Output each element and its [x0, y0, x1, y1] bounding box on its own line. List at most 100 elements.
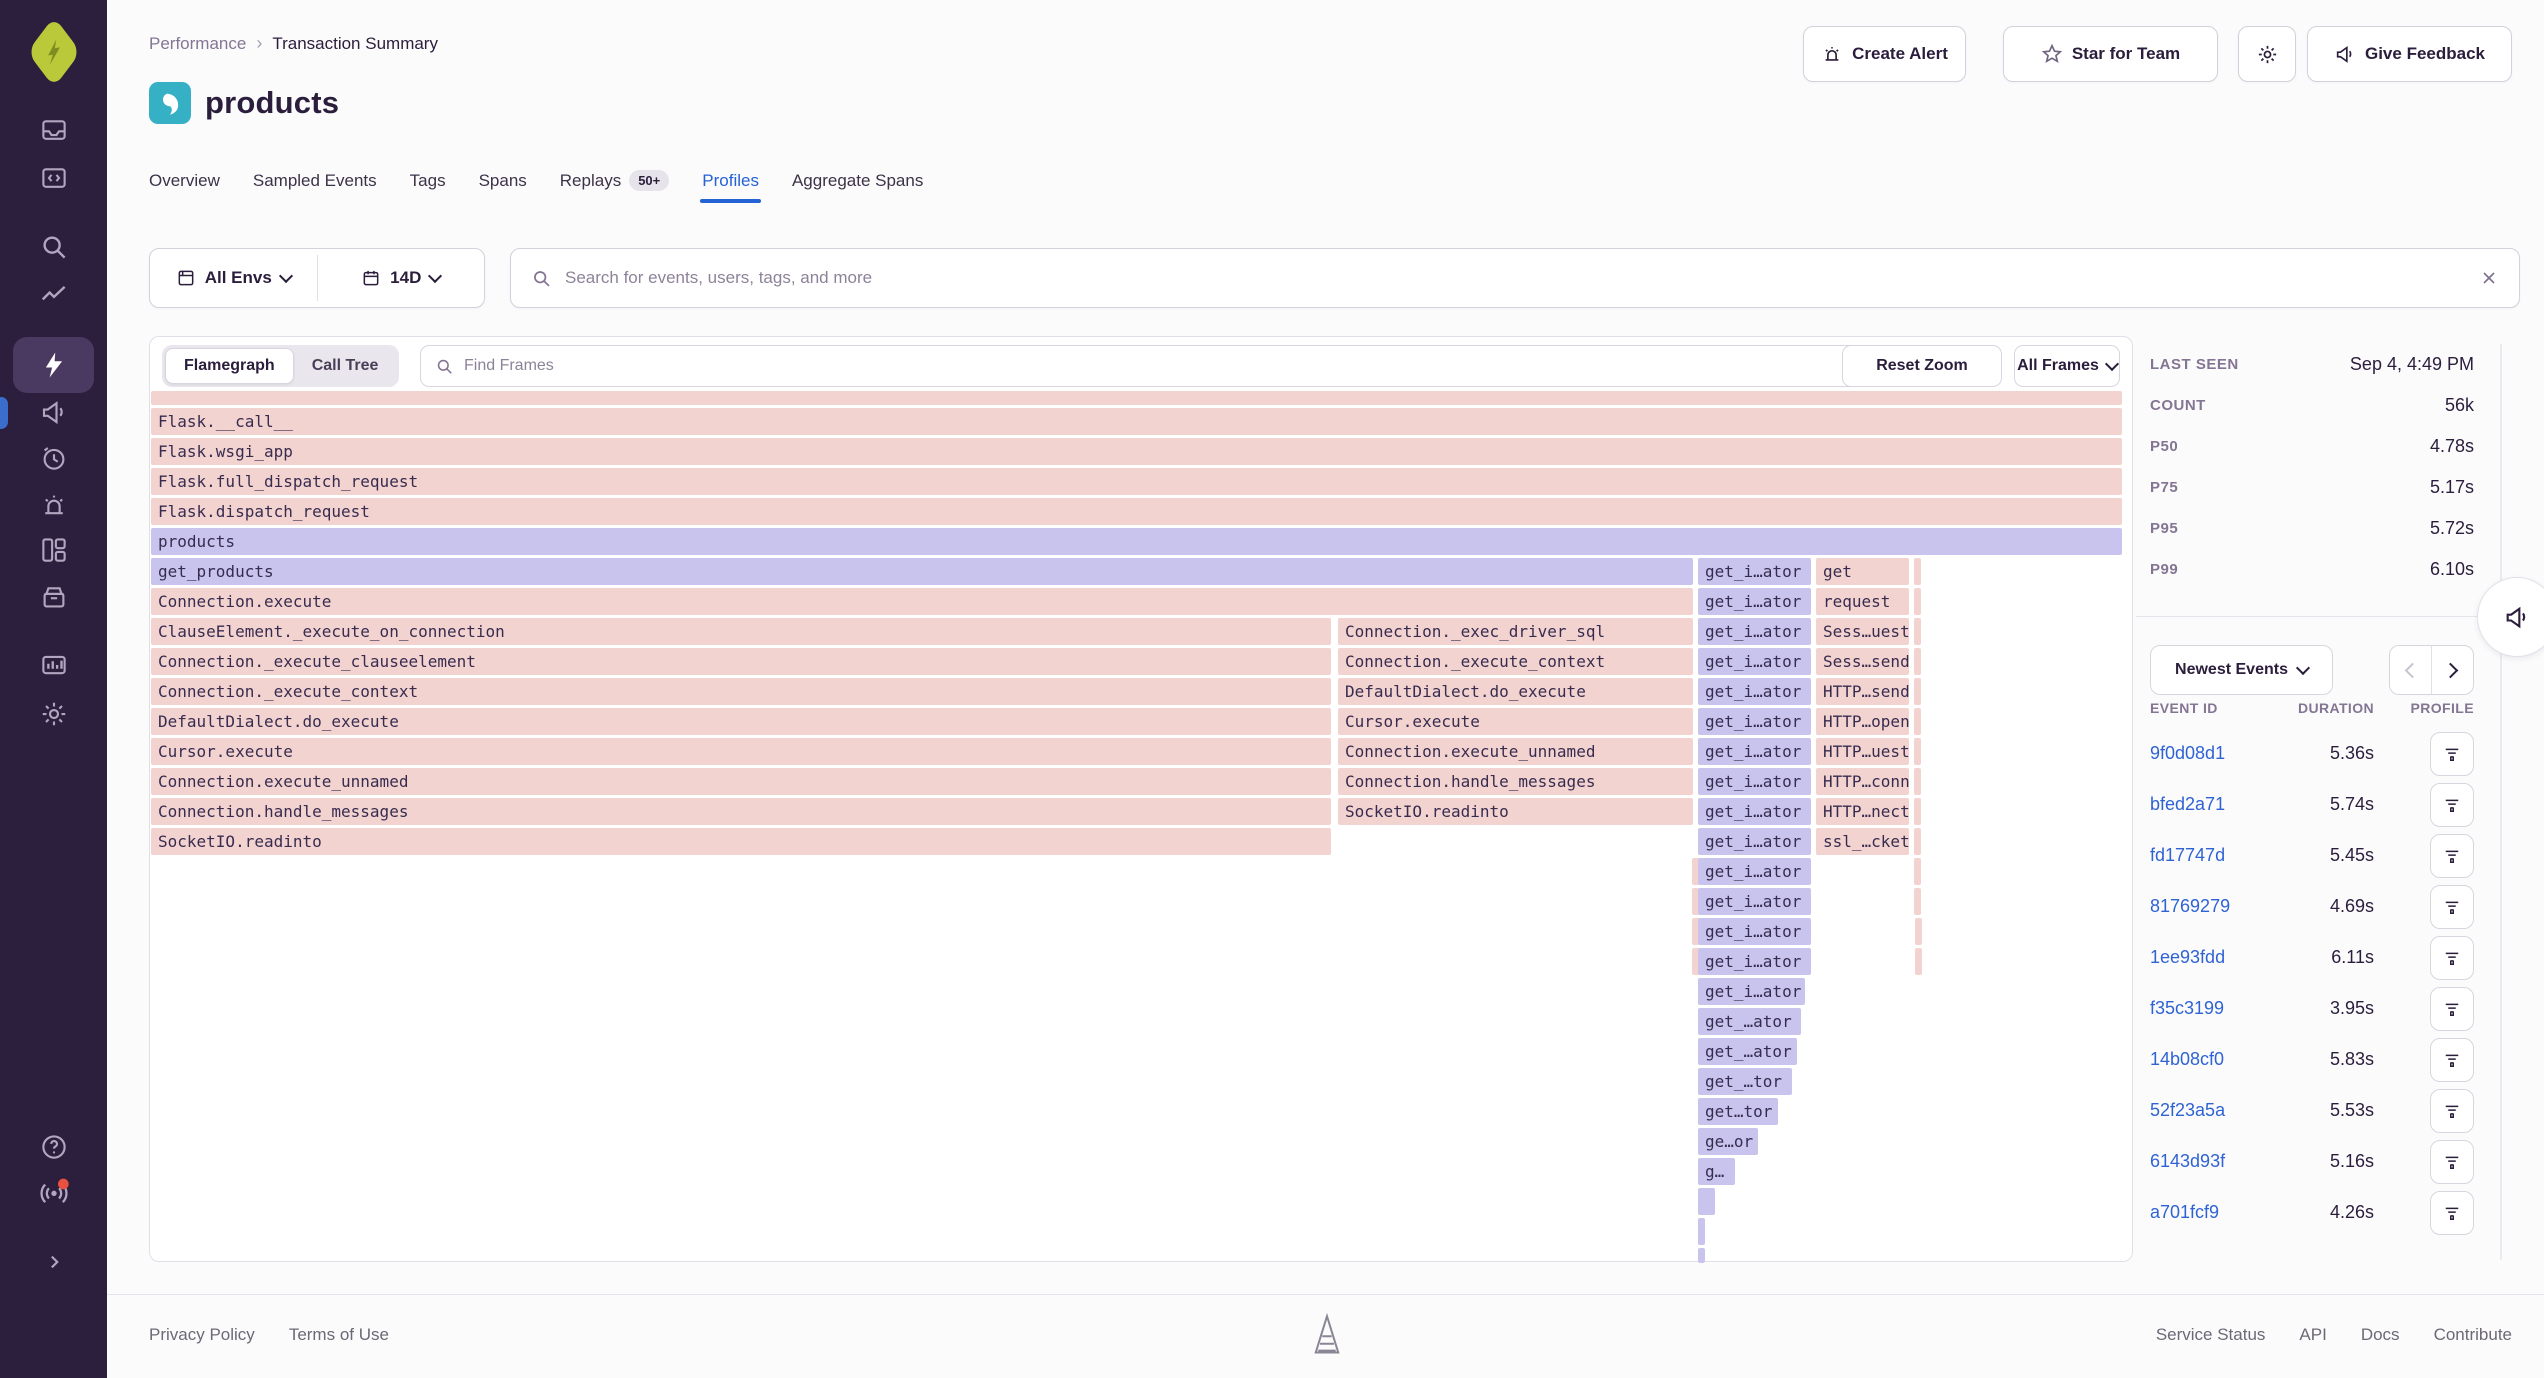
- flame-frame-get_-ator[interactable]: get_…ator: [1698, 1008, 1801, 1035]
- flame-frame[interactable]: [1914, 768, 1921, 795]
- tab-aggregate-spans[interactable]: Aggregate Spans: [792, 170, 923, 203]
- flame-frame[interactable]: [1692, 888, 1699, 915]
- view-profile-button[interactable]: [2430, 1088, 2474, 1133]
- flame-frame-get_i-ator[interactable]: get_i…ator: [1698, 588, 1811, 615]
- tab-replays[interactable]: Replays 50+: [560, 170, 670, 203]
- stats-icon[interactable]: [0, 643, 107, 687]
- flame-frame[interactable]: [1914, 708, 1921, 735]
- event-id-link[interactable]: fd17747d: [2150, 845, 2226, 865]
- flame-frame[interactable]: [1698, 1248, 1705, 1263]
- reset-zoom-button[interactable]: Reset Zoom: [1842, 345, 2002, 387]
- flame-frame-get[interactable]: get: [1816, 558, 1909, 585]
- broadcast-icon[interactable]: [0, 1170, 107, 1214]
- flame-frame[interactable]: [1914, 558, 1921, 585]
- flame-frame-get_i-ator[interactable]: get_i…ator: [1698, 678, 1811, 705]
- event-id-link[interactable]: a701fcf9: [2150, 1202, 2220, 1222]
- flame-frame-connection-handle_messages[interactable]: Connection.handle_messages: [1338, 768, 1693, 795]
- collapse-sidebar-icon[interactable]: [0, 1240, 107, 1284]
- view-profile-button[interactable]: [2430, 1037, 2474, 1082]
- flame-frame-socketio-readinto[interactable]: SocketIO.readinto: [151, 828, 1331, 855]
- flame-frame-defaultdialect-do_execute[interactable]: DefaultDialect.do_execute: [1338, 678, 1693, 705]
- flame-frame-get_i-ator[interactable]: get_i…ator: [1698, 918, 1811, 945]
- flame-frame[interactable]: [1915, 918, 1922, 945]
- flame-frame[interactable]: [1914, 618, 1921, 645]
- flame-frame-http-nect[interactable]: HTTP…nect: [1816, 798, 1909, 825]
- flame-frame-socketio-readinto[interactable]: SocketIO.readinto: [1338, 798, 1693, 825]
- view-profile-button[interactable]: [2430, 1190, 2474, 1235]
- flame-frame-sess-uest[interactable]: Sess…uest: [1816, 618, 1909, 645]
- find-frames-input[interactable]: Find Frames: [420, 345, 1975, 387]
- footer-link-docs[interactable]: Docs: [2360, 1325, 2400, 1344]
- flame-frame-clauseelement-_execute_on_connection[interactable]: ClauseElement._execute_on_connection: [151, 618, 1331, 645]
- flame-frame-connection-handle_messages[interactable]: Connection.handle_messages: [151, 798, 1331, 825]
- flame-frame-sess-send[interactable]: Sess…send: [1816, 648, 1909, 675]
- flame-frame-cursor-execute[interactable]: Cursor.execute: [1338, 708, 1693, 735]
- flame-frame-connection-execute_unnamed[interactable]: Connection.execute_unnamed: [151, 768, 1331, 795]
- clear-search-icon[interactable]: [2479, 268, 2499, 288]
- footer-link-service-status[interactable]: Service Status: [2155, 1325, 2266, 1344]
- event-id-link[interactable]: 14b08cf0: [2150, 1049, 2225, 1069]
- tab-overview[interactable]: Overview: [149, 170, 220, 203]
- flame-frame-get_i-ator[interactable]: get_i…ator: [1698, 558, 1811, 585]
- profiling-icon[interactable]: [0, 343, 107, 387]
- flame-frame-http-send[interactable]: HTTP…send: [1816, 678, 1909, 705]
- call-tree-toggle[interactable]: Call Tree: [311, 357, 379, 374]
- search-nav-icon[interactable]: [0, 225, 107, 269]
- create-alert-button[interactable]: Create Alert: [1803, 26, 1966, 82]
- projects-icon[interactable]: [0, 156, 107, 200]
- flame-frame-get_products[interactable]: get_products: [151, 558, 1693, 585]
- tab-spans[interactable]: Spans: [479, 170, 527, 203]
- flame-frame-request[interactable]: request: [1816, 588, 1909, 615]
- flame-frame-http-uest[interactable]: HTTP…uest: [1816, 738, 1909, 765]
- flame-frame[interactable]: [1914, 678, 1921, 705]
- releases-icon[interactable]: [0, 390, 107, 434]
- star-for-team-button[interactable]: Star for Team: [2003, 26, 2218, 82]
- flamegraph-chart[interactable]: Flask.__call__ Flask.wsgi_app Flask.full_d…: [151, 391, 2122, 1263]
- tab-profiles[interactable]: Profiles: [700, 170, 761, 203]
- view-profile-button[interactable]: [2430, 935, 2474, 980]
- flame-frame-products[interactable]: products: [151, 528, 2122, 555]
- performance-icon[interactable]: [0, 273, 107, 317]
- settings-icon[interactable]: [0, 692, 107, 736]
- flamegraph-toggle[interactable]: Flamegraph: [165, 348, 294, 384]
- flame-frame-connection-_exec_driver_sql[interactable]: Connection._exec_driver_sql: [1338, 618, 1693, 645]
- flame-frame-defaultdialect-do_execute[interactable]: DefaultDialect.do_execute: [151, 708, 1331, 735]
- flame-frame-get_i-ator[interactable]: get_i…ator: [1698, 648, 1811, 675]
- flame-frame-http-conn[interactable]: HTTP…conn: [1816, 768, 1909, 795]
- flame-frame-get_i-ator[interactable]: get_i…ator: [1698, 768, 1811, 795]
- flame-frame-connection-_execute_clauseelement[interactable]: Connection._execute_clauseelement: [151, 648, 1331, 675]
- flame-frame-flask-wsgi_app[interactable]: Flask.wsgi_app: [151, 438, 2122, 465]
- flame-frame-get_i-ator[interactable]: get_i…ator: [1698, 738, 1811, 765]
- discover-icon[interactable]: [0, 575, 107, 619]
- flame-frame-get_-tor[interactable]: get_…tor: [1698, 1068, 1792, 1095]
- footer-link-terms-of-use[interactable]: Terms of Use: [288, 1325, 389, 1344]
- flame-frame-ge-or[interactable]: ge…or: [1698, 1128, 1758, 1155]
- event-id-link[interactable]: f35c3199: [2150, 998, 2225, 1018]
- footer-link-privacy-policy[interactable]: Privacy Policy: [149, 1325, 255, 1344]
- date-range-filter[interactable]: 14D: [318, 249, 485, 307]
- flame-frame[interactable]: [1914, 738, 1921, 765]
- event-id-link[interactable]: 9f0d08d1: [2150, 743, 2226, 763]
- footer-link-contribute[interactable]: Contribute: [2433, 1325, 2512, 1344]
- floating-feedback-button[interactable]: [2477, 577, 2544, 657]
- flame-frame-connection-execute[interactable]: Connection.execute: [151, 588, 1693, 615]
- prev-page-button[interactable]: [2390, 646, 2432, 694]
- flame-frame[interactable]: [1914, 828, 1921, 855]
- flame-frame[interactable]: [1698, 1188, 1715, 1215]
- flame-frame-ssl_-cket[interactable]: ssl_…cket: [1816, 828, 1909, 855]
- flame-frame[interactable]: [1914, 858, 1921, 885]
- event-id-link[interactable]: 6143d93f: [2150, 1151, 2226, 1171]
- dashboards-icon[interactable]: [0, 528, 107, 572]
- event-id-link[interactable]: 52f23a5a: [2150, 1100, 2226, 1120]
- flame-frame-flask-full_dispatch_request[interactable]: Flask.full_dispatch_request: [151, 468, 2122, 495]
- flame-frame-get-tor[interactable]: get…tor: [1698, 1098, 1778, 1125]
- give-feedback-button[interactable]: Give Feedback: [2307, 26, 2512, 82]
- event-id-link[interactable]: 1ee93fdd: [2150, 947, 2226, 967]
- tab-tags[interactable]: Tags: [410, 170, 446, 203]
- flame-frame[interactable]: [151, 391, 2122, 405]
- view-profile-button[interactable]: [2430, 1139, 2474, 1184]
- tab-sampled-events[interactable]: Sampled Events: [253, 170, 377, 203]
- environment-filter[interactable]: All Envs: [150, 249, 317, 307]
- view-profile-button[interactable]: [2430, 833, 2474, 878]
- flame-frame-get_i-ator[interactable]: get_i…ator: [1698, 828, 1811, 855]
